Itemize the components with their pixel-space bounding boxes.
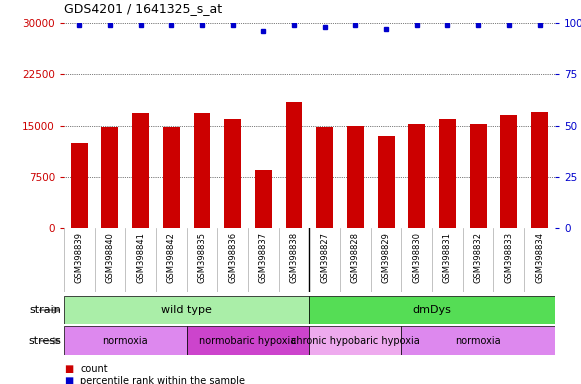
Bar — [255, 170, 272, 228]
Text: GSM398829: GSM398829 — [382, 232, 390, 283]
Text: count: count — [80, 364, 108, 374]
Text: GSM398828: GSM398828 — [351, 232, 360, 283]
Text: GSM398831: GSM398831 — [443, 232, 452, 283]
Bar — [102, 127, 119, 228]
Bar — [408, 124, 425, 228]
Text: GSM398835: GSM398835 — [198, 232, 206, 283]
Text: GDS4201 / 1641325_s_at: GDS4201 / 1641325_s_at — [64, 2, 222, 15]
Text: percentile rank within the sample: percentile rank within the sample — [80, 376, 245, 384]
Text: chronic hypobaric hypoxia: chronic hypobaric hypoxia — [291, 336, 420, 346]
Bar — [193, 113, 210, 228]
Text: GSM398833: GSM398833 — [504, 232, 514, 283]
Text: normobaric hypoxia: normobaric hypoxia — [199, 336, 297, 346]
Text: ■: ■ — [64, 364, 73, 374]
Bar — [378, 136, 394, 228]
Bar — [187, 326, 309, 355]
Text: wild type: wild type — [161, 305, 212, 315]
Text: GSM398830: GSM398830 — [413, 232, 421, 283]
Text: GSM398840: GSM398840 — [105, 232, 114, 283]
Text: GSM398842: GSM398842 — [167, 232, 176, 283]
Text: GSM398834: GSM398834 — [535, 232, 544, 283]
Bar — [309, 326, 401, 355]
Text: normoxia: normoxia — [456, 336, 501, 346]
Bar — [163, 127, 180, 228]
Bar — [531, 112, 548, 228]
Text: stress: stress — [28, 336, 61, 346]
Text: GSM398837: GSM398837 — [259, 232, 268, 283]
Bar — [500, 116, 517, 228]
Bar — [71, 143, 88, 228]
Bar — [132, 113, 149, 228]
Text: GSM398841: GSM398841 — [136, 232, 145, 283]
Bar — [401, 326, 555, 355]
Bar — [347, 126, 364, 228]
Text: GSM398839: GSM398839 — [75, 232, 84, 283]
Text: normoxia: normoxia — [102, 336, 148, 346]
Bar — [64, 326, 187, 355]
Text: dmDys: dmDys — [413, 305, 451, 315]
Bar — [439, 119, 456, 228]
Text: GSM398836: GSM398836 — [228, 232, 237, 283]
Text: GSM398827: GSM398827 — [320, 232, 329, 283]
Bar — [469, 124, 486, 228]
Text: ■: ■ — [64, 376, 73, 384]
Text: GSM398838: GSM398838 — [289, 232, 299, 283]
Text: strain: strain — [29, 305, 61, 315]
Bar — [286, 102, 303, 228]
Bar — [224, 119, 241, 228]
Bar — [316, 127, 333, 228]
Text: GSM398832: GSM398832 — [474, 232, 483, 283]
Bar — [309, 296, 555, 324]
Bar — [64, 296, 309, 324]
